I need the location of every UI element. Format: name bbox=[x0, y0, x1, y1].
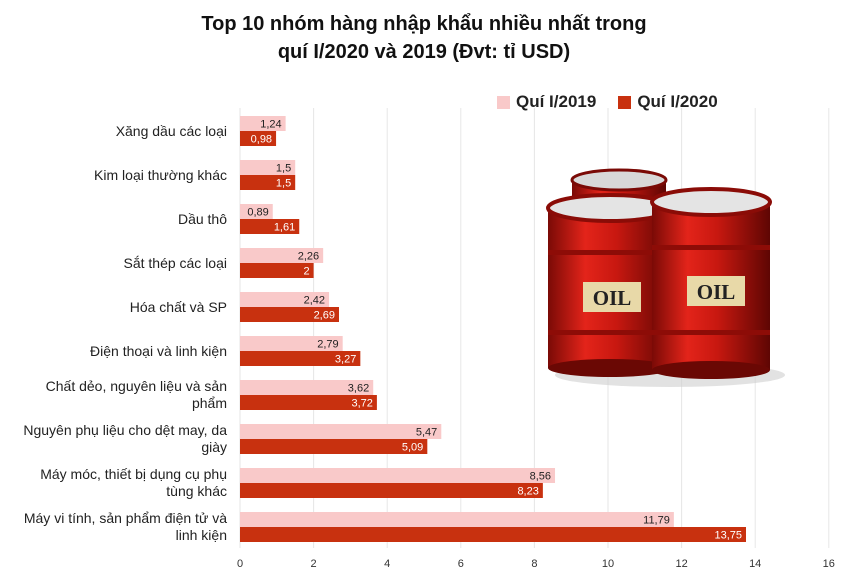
data-label: 1,61 bbox=[274, 222, 295, 234]
data-label: 2 bbox=[303, 266, 309, 278]
bar-2020 bbox=[240, 131, 277, 146]
legend-label-2019: Quí I/2019 bbox=[516, 92, 597, 111]
bar-2020 bbox=[240, 307, 339, 322]
data-label: 0,98 bbox=[251, 134, 272, 146]
barrel-right-label: OIL bbox=[697, 280, 736, 304]
bar-2019 bbox=[240, 292, 330, 307]
category-label: Xăng dầu các loại bbox=[5, 123, 227, 140]
bar-2019 bbox=[240, 512, 674, 527]
data-label: 2,79 bbox=[317, 339, 338, 351]
data-label: 8,23 bbox=[517, 486, 538, 498]
category-label: Máy vi tính, sản phẩm điện tử và linh kiệ… bbox=[5, 510, 227, 544]
data-label: 1,5 bbox=[276, 163, 291, 175]
x-tick-label: 8 bbox=[531, 558, 537, 570]
category-label: Dầu thô bbox=[5, 211, 227, 228]
legend-label-2020: Quí I/2020 bbox=[637, 92, 718, 111]
x-tick-label: 12 bbox=[675, 558, 687, 570]
data-label: 13,75 bbox=[714, 530, 742, 542]
category-label: Sắt thép các loại bbox=[5, 255, 227, 272]
x-tick-label: 16 bbox=[823, 558, 835, 570]
category-label-line: Chất dẻo, nguyên liệu và sản bbox=[45, 378, 227, 394]
data-label: 2,26 bbox=[298, 251, 319, 263]
bar-2020 bbox=[240, 263, 314, 278]
data-label: 1,5 bbox=[276, 178, 291, 190]
category-label-line: Nguyên phụ liệu cho dệt may, da bbox=[23, 422, 227, 438]
data-label: 5,09 bbox=[402, 442, 423, 454]
category-label: Điện thoại và linh kiện bbox=[5, 343, 227, 360]
bar-2019 bbox=[240, 248, 324, 263]
barrel-left-icon: OIL bbox=[546, 193, 674, 377]
category-label-line: Kim loại thường khác bbox=[94, 166, 227, 183]
legend-swatch-2020 bbox=[618, 95, 632, 109]
bar-2019 bbox=[240, 204, 273, 219]
data-label: 8,56 bbox=[530, 471, 551, 483]
bar-2019 bbox=[240, 160, 296, 175]
x-tick-label: 6 bbox=[458, 558, 464, 570]
category-label-line: giày bbox=[201, 439, 227, 455]
bar-2020 bbox=[240, 483, 543, 498]
x-axis-ticks: 0 2 4 6 8 10 12 14 16 bbox=[237, 558, 835, 570]
category-label: Hóa chất và SP bbox=[5, 299, 227, 316]
data-label: 2,69 bbox=[314, 310, 335, 322]
bar-2019 bbox=[240, 380, 374, 395]
chart-title: Top 10 nhóm hàng nhập khẩu nhiều nhất tr… bbox=[0, 10, 848, 66]
x-tick-label: 10 bbox=[602, 558, 614, 570]
category-label: Chất dẻo, nguyên liệu và sản phẩm bbox=[5, 378, 227, 412]
bar-2020 bbox=[240, 395, 377, 410]
category-label-line: Dầu thô bbox=[177, 210, 227, 227]
barrel-left-label: OIL bbox=[593, 286, 632, 310]
data-label: 3,27 bbox=[335, 354, 356, 366]
legend-item-2020: Quí I/2020 bbox=[618, 92, 718, 112]
category-label-line: Hóa chất và SP bbox=[129, 298, 227, 315]
category-label-line: phẩm bbox=[191, 395, 227, 411]
category-label-line: Máy móc, thiết bị dụng cụ phụ bbox=[40, 466, 227, 482]
barrel-right-icon: OIL bbox=[650, 187, 772, 379]
bar-2019 bbox=[240, 424, 442, 439]
bar-2019 bbox=[240, 116, 286, 131]
chart-title-line-2: quí I/2020 và 2019 (Đvt: tỉ USD) bbox=[277, 41, 571, 63]
bars: 1,24 0,98 1,5 1,5 0,89 1,61 2,26 2 2,42 2,69 2,79 3… bbox=[240, 116, 746, 542]
bar-2020 bbox=[240, 219, 300, 234]
category-label-line: linh kiện bbox=[175, 527, 227, 543]
data-label: 0,89 bbox=[247, 207, 268, 219]
category-label-line: Xăng dầu các loại bbox=[115, 122, 227, 139]
bar-2020 bbox=[240, 351, 361, 366]
bar-2019 bbox=[240, 336, 343, 351]
data-label: 2,42 bbox=[304, 295, 325, 307]
category-label: Máy móc, thiết bị dụng cụ phụ tùng khác bbox=[5, 466, 227, 500]
data-label: 5,47 bbox=[416, 427, 437, 439]
category-label-line: Máy vi tính, sản phẩm điện tử và bbox=[23, 510, 227, 526]
data-label: 1,24 bbox=[260, 119, 281, 131]
legend: Quí I/2019 Quí I/2020 bbox=[497, 92, 718, 112]
chart-title-line-1: Top 10 nhóm hàng nhập khẩu nhiều nhất tr… bbox=[201, 13, 647, 35]
x-tick-label: 4 bbox=[384, 558, 390, 570]
category-label-line: tùng khác bbox=[166, 483, 227, 499]
legend-swatch-2019 bbox=[497, 95, 510, 109]
x-tick-label: 0 bbox=[237, 558, 243, 570]
category-label: Nguyên phụ liệu cho dệt may, da giày bbox=[5, 422, 227, 456]
bar-2019 bbox=[240, 468, 556, 483]
category-label-line: Điện thoại và linh kiện bbox=[90, 342, 227, 359]
bar-2020 bbox=[240, 527, 746, 542]
bar-2020 bbox=[240, 175, 296, 190]
bar-2020 bbox=[240, 439, 428, 454]
category-label-line: Sắt thép các loại bbox=[123, 254, 227, 271]
category-label: Kim loại thường khác bbox=[5, 167, 227, 184]
x-tick-label: 14 bbox=[749, 558, 761, 570]
x-tick-label: 2 bbox=[311, 558, 317, 570]
legend-item-2019: Quí I/2019 bbox=[497, 92, 596, 112]
oil-barrels-illustration: OIL OIL bbox=[546, 168, 785, 387]
data-label: 3,62 bbox=[348, 383, 369, 395]
data-label: 3,72 bbox=[351, 398, 372, 410]
data-label: 11,79 bbox=[643, 515, 670, 527]
